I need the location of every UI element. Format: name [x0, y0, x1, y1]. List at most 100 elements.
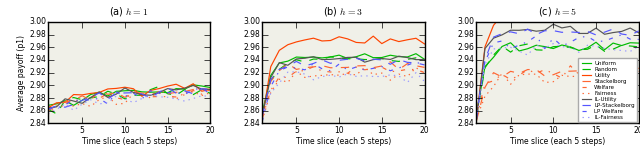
- Welfare: [524, 69, 532, 71]
- LP Welfare: [524, 41, 532, 43]
- Title: (a) $h = 1$: (a) $h = 1$: [109, 5, 149, 18]
- Stackelborg: [481, 86, 489, 88]
- Y-axis label: Average payoff (p1): Average payoff (p1): [17, 35, 26, 111]
- Stackelborg: [618, 70, 625, 72]
- IL-Fairness: [507, 46, 515, 48]
- Random: [524, 43, 532, 45]
- Fairness: [601, 78, 609, 80]
- Uniform: [550, 48, 557, 50]
- Utility: [618, 11, 625, 13]
- IL-Utility: [498, 34, 506, 36]
- Random: [609, 48, 617, 50]
- Welfare: [592, 76, 600, 78]
- IL-Fairness: [481, 64, 489, 66]
- IL-Fairness: [592, 45, 600, 47]
- IL-Utility: [558, 27, 566, 29]
- Fairness: [524, 73, 532, 75]
- LP Welfare: [575, 36, 583, 38]
- LP-Stackelborg: [472, 118, 480, 120]
- Fairness: [592, 77, 600, 79]
- IL-Utility: [592, 27, 600, 29]
- Random: [566, 47, 574, 49]
- LP Welfare: [481, 61, 489, 63]
- Uniform: [507, 42, 515, 44]
- Stackelborg: [524, 69, 532, 71]
- Utility: [609, 11, 617, 13]
- LP Welfare: [541, 48, 548, 50]
- Random: [601, 50, 609, 52]
- LP Welfare: [627, 38, 634, 40]
- Uniform: [532, 44, 540, 46]
- Random: [472, 117, 480, 119]
- Line: Random: Random: [476, 44, 639, 118]
- LP Welfare: [532, 35, 540, 37]
- Random: [558, 45, 566, 47]
- IL-Utility: [601, 33, 609, 35]
- Fairness: [566, 75, 574, 77]
- Stackelborg: [627, 67, 634, 69]
- Fairness: [627, 81, 634, 83]
- IL-Utility: [541, 29, 548, 31]
- LP Welfare: [592, 41, 600, 43]
- Stackelborg: [532, 69, 540, 71]
- LP Welfare: [490, 42, 497, 44]
- Welfare: [601, 74, 609, 76]
- IL-Utility: [627, 27, 634, 29]
- LP-Stackelborg: [635, 30, 640, 32]
- Random: [515, 45, 523, 47]
- IL-Fairness: [575, 51, 583, 53]
- Uniform: [575, 49, 583, 51]
- IL-Fairness: [558, 46, 566, 48]
- Fairness: [609, 78, 617, 80]
- Line: Welfare: Welfare: [476, 66, 639, 118]
- Welfare: [627, 75, 634, 77]
- Utility: [507, 17, 515, 19]
- LP-Stackelborg: [627, 34, 634, 36]
- LP-Stackelborg: [524, 28, 532, 30]
- Random: [507, 51, 515, 53]
- Fairness: [575, 75, 583, 77]
- Uniform: [566, 46, 574, 48]
- IL-Utility: [490, 37, 497, 39]
- Uniform: [498, 46, 506, 48]
- Stackelborg: [601, 68, 609, 70]
- Random: [627, 45, 634, 47]
- Fairness: [472, 118, 480, 120]
- Random: [481, 67, 489, 69]
- LP-Stackelborg: [558, 31, 566, 33]
- Line: IL-Fairness: IL-Fairness: [476, 44, 639, 118]
- Utility: [472, 118, 480, 120]
- LP Welfare: [507, 48, 515, 50]
- Welfare: [575, 73, 583, 75]
- Fairness: [532, 73, 540, 75]
- LP-Stackelborg: [490, 36, 497, 38]
- Random: [618, 44, 625, 46]
- LP Welfare: [609, 37, 617, 39]
- Line: Utility: Utility: [476, 12, 639, 119]
- Random: [490, 54, 497, 56]
- Uniform: [592, 41, 600, 43]
- Fairness: [558, 74, 566, 76]
- LP-Stackelborg: [592, 34, 600, 36]
- IL-Utility: [524, 28, 532, 30]
- Utility: [481, 46, 489, 48]
- Stackelborg: [558, 70, 566, 72]
- Uniform: [609, 42, 617, 44]
- Uniform: [601, 49, 609, 51]
- IL-Utility: [609, 32, 617, 34]
- IL-Fairness: [498, 47, 506, 49]
- LP Welfare: [558, 45, 566, 47]
- Title: (b) $h = 3$: (b) $h = 3$: [323, 5, 364, 18]
- LP-Stackelborg: [566, 31, 574, 33]
- Utility: [627, 12, 634, 14]
- Fairness: [507, 83, 515, 85]
- Stackelborg: [541, 75, 548, 77]
- LP Welfare: [584, 35, 591, 37]
- Stackelborg: [609, 70, 617, 72]
- IL-Utility: [507, 29, 515, 31]
- Random: [635, 46, 640, 48]
- Utility: [592, 17, 600, 19]
- X-axis label: Time slice (each 5 steps): Time slice (each 5 steps): [81, 137, 177, 146]
- Line: IL-Utility: IL-Utility: [476, 24, 639, 121]
- Welfare: [541, 69, 548, 71]
